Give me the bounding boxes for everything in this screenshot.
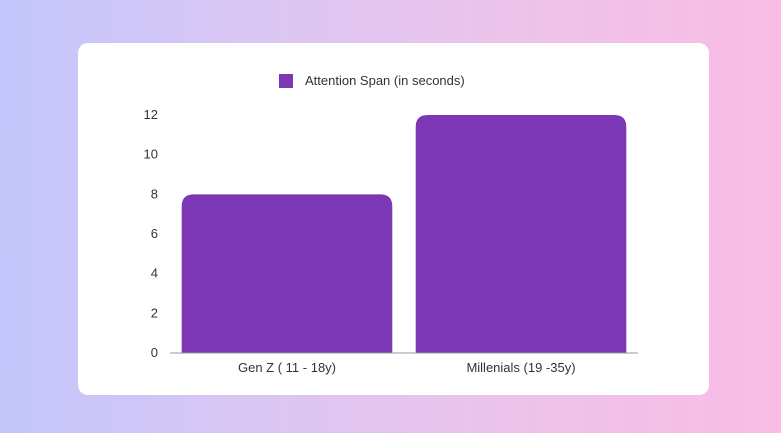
x-category-label: Gen Z ( 11 - 18y) bbox=[238, 360, 336, 375]
x-category-label: Millenials (19 -35y) bbox=[466, 360, 575, 375]
chart-card: Attention Span (in seconds) 0 2 4 6 8 10 12 Ge… bbox=[78, 43, 709, 395]
bars bbox=[181, 115, 627, 353]
bar-chart: Attention Span (in seconds) 0 2 4 6 8 10 12 Ge… bbox=[144, 73, 638, 375]
y-tick-label: 6 bbox=[151, 226, 158, 241]
y-tick-label: 0 bbox=[151, 345, 158, 360]
legend: Attention Span (in seconds) bbox=[279, 73, 465, 88]
y-tick-label: 10 bbox=[144, 147, 158, 162]
x-axis-labels: Gen Z ( 11 - 18y) Millenials (19 -35y) bbox=[238, 360, 576, 375]
y-tick-label: 8 bbox=[151, 186, 158, 201]
y-tick-label: 12 bbox=[144, 107, 158, 122]
y-axis-ticks: 0 2 4 6 8 10 12 bbox=[144, 107, 158, 360]
legend-swatch bbox=[279, 74, 293, 88]
bar bbox=[415, 115, 627, 353]
bar bbox=[181, 194, 393, 353]
legend-label: Attention Span (in seconds) bbox=[305, 73, 465, 88]
y-tick-label: 4 bbox=[151, 266, 158, 281]
y-tick-label: 2 bbox=[151, 305, 158, 320]
